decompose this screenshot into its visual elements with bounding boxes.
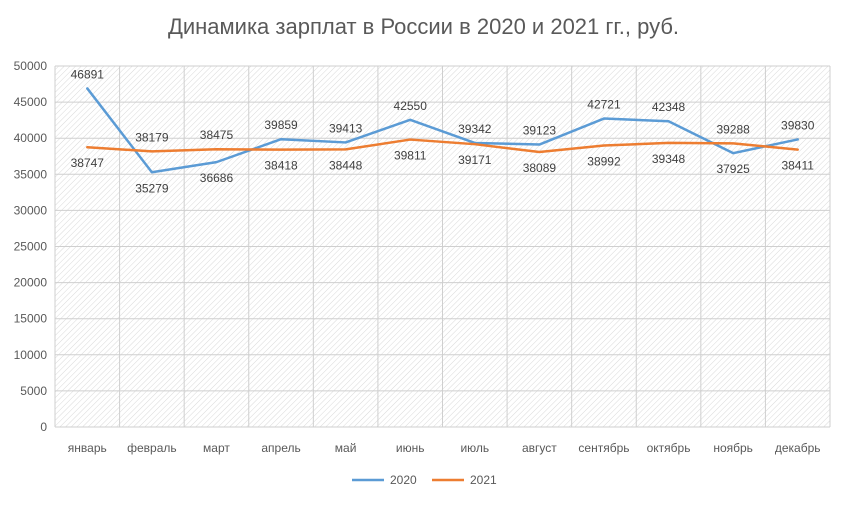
data-label: 36686 xyxy=(200,171,234,185)
x-tick-label: июнь xyxy=(396,441,425,455)
x-tick-label: декабрь xyxy=(775,441,821,455)
data-label: 39348 xyxy=(652,152,686,166)
data-label: 38992 xyxy=(587,154,621,168)
data-label: 39123 xyxy=(523,124,557,138)
x-tick-label: ноябрь xyxy=(713,441,753,455)
data-label: 42550 xyxy=(394,99,428,113)
data-label: 39859 xyxy=(264,118,298,132)
y-tick-label: 25000 xyxy=(14,240,48,254)
y-tick-label: 20000 xyxy=(14,276,48,290)
y-tick-label: 10000 xyxy=(14,348,48,362)
data-label: 38418 xyxy=(264,159,298,173)
data-label: 39342 xyxy=(458,122,492,136)
series-line-2021 xyxy=(86,138,799,154)
y-tick-label: 50000 xyxy=(14,59,48,73)
y-tick-label: 5000 xyxy=(20,384,47,398)
data-label: 39171 xyxy=(458,153,492,167)
data-label: 35279 xyxy=(135,181,169,195)
y-tick-label: 45000 xyxy=(14,95,48,109)
data-label: 38179 xyxy=(135,130,169,144)
x-tick-label: август xyxy=(522,441,557,455)
x-tick-label: сентябрь xyxy=(578,441,629,455)
y-tick-label: 30000 xyxy=(14,203,48,217)
x-tick-label: январь xyxy=(68,441,107,455)
data-label: 42348 xyxy=(652,100,686,114)
data-label: 38089 xyxy=(523,161,557,175)
data-label: 42721 xyxy=(587,98,621,112)
x-tick-label: октябрь xyxy=(647,441,691,455)
legend-label-2021: 2021 xyxy=(470,473,497,487)
data-label: 38747 xyxy=(71,156,105,170)
x-tick-label: июль xyxy=(460,441,489,455)
data-label: 39288 xyxy=(716,122,750,136)
y-tick-label: 0 xyxy=(40,420,47,434)
x-tick-label: февраль xyxy=(127,441,177,455)
y-tick-label: 35000 xyxy=(14,167,48,181)
data-label: 37925 xyxy=(716,162,750,176)
chart-title: Динамика зарплат в России в 2020 и 2021 … xyxy=(167,14,680,39)
data-label: 39811 xyxy=(394,149,427,163)
x-tick-label: март xyxy=(203,441,230,455)
data-label: 39830 xyxy=(781,118,815,132)
legend-label-2020: 2020 xyxy=(390,473,417,487)
data-label: 39413 xyxy=(329,121,363,135)
y-tick-label: 15000 xyxy=(14,312,48,326)
data-label: 46891 xyxy=(71,67,105,81)
series-line-2020 xyxy=(86,87,799,174)
data-label: 38411 xyxy=(781,159,814,173)
data-label: 38448 xyxy=(329,158,363,172)
x-tick-label: май xyxy=(335,441,357,455)
data-label: 38475 xyxy=(200,128,234,142)
x-tick-label: апрель xyxy=(261,441,300,455)
y-tick-label: 40000 xyxy=(14,131,48,145)
